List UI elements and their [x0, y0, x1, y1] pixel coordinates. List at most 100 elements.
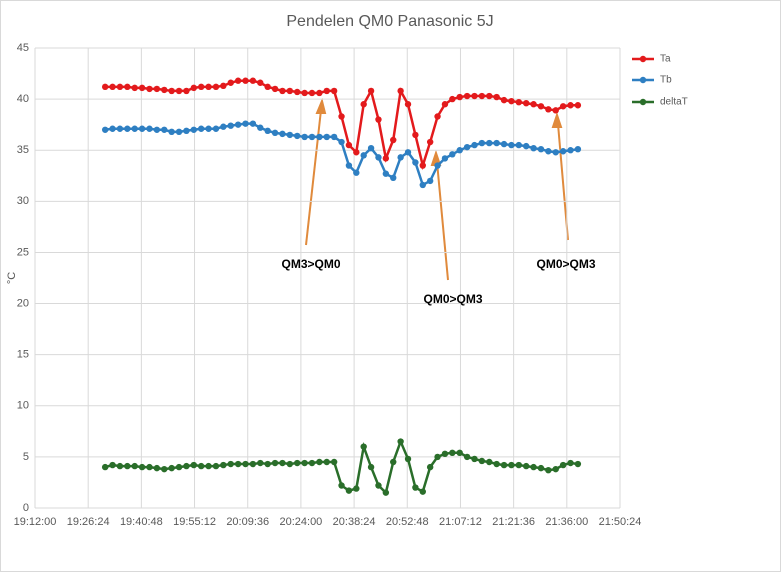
point	[360, 443, 367, 450]
point	[463, 92, 471, 100]
point	[552, 465, 559, 473]
point	[323, 458, 330, 466]
point	[212, 125, 220, 132]
y-tick-label: 35	[17, 144, 29, 156]
point	[316, 458, 323, 466]
point	[190, 461, 198, 469]
point	[264, 127, 271, 134]
y-tick-label: 5	[23, 451, 29, 463]
point	[537, 464, 545, 472]
x-tick-label: 21:07:12	[439, 516, 482, 528]
point	[205, 125, 212, 132]
x-tick-label: 20:24:00	[279, 516, 322, 528]
point	[463, 143, 471, 151]
point	[530, 144, 537, 152]
point	[294, 459, 301, 467]
point	[131, 462, 138, 470]
point	[109, 461, 116, 469]
point	[426, 177, 434, 185]
x-tick-label: 19:55:12	[173, 516, 216, 528]
point	[138, 125, 146, 132]
point	[367, 87, 375, 95]
point	[264, 83, 271, 91]
point	[286, 131, 294, 139]
point	[271, 129, 279, 137]
point	[279, 87, 286, 95]
point	[404, 149, 412, 156]
point	[212, 462, 220, 470]
point	[478, 457, 486, 465]
point	[197, 125, 205, 132]
point	[456, 449, 463, 456]
point	[382, 170, 390, 177]
y-tick-label: 20	[17, 297, 29, 309]
point	[545, 106, 552, 113]
point	[330, 458, 338, 466]
point	[493, 460, 500, 468]
y-tick-label: 30	[17, 195, 29, 207]
point	[471, 455, 478, 463]
point	[153, 464, 161, 472]
point	[434, 162, 441, 169]
y-tick-label: 10	[17, 400, 29, 412]
point	[345, 487, 353, 494]
point	[101, 83, 109, 91]
point	[412, 131, 419, 139]
legend-label: Tb	[660, 75, 672, 86]
point	[449, 449, 456, 456]
point	[242, 460, 249, 468]
point	[537, 103, 545, 110]
point	[530, 101, 537, 108]
point	[390, 174, 397, 182]
point	[441, 155, 449, 162]
point	[456, 93, 463, 101]
point	[493, 93, 500, 101]
y-tick-label: 15	[17, 349, 29, 361]
legend-label: deltaT	[660, 97, 688, 108]
x-tick-label: 20:38:24	[333, 516, 376, 528]
point	[478, 92, 486, 100]
point	[124, 462, 131, 470]
point	[567, 102, 574, 109]
point	[338, 113, 345, 120]
x-tick-label: 19:40:48	[120, 516, 163, 528]
point	[500, 461, 508, 469]
point	[552, 107, 559, 114]
point	[426, 138, 434, 146]
point	[449, 151, 456, 158]
legend-label: Ta	[660, 54, 671, 65]
point	[559, 148, 567, 155]
point	[419, 181, 426, 189]
point	[486, 92, 493, 100]
point	[257, 79, 264, 86]
point	[478, 139, 486, 147]
point	[574, 146, 582, 153]
point	[308, 459, 316, 467]
point	[264, 460, 271, 468]
legend-marker	[639, 76, 647, 84]
point	[545, 148, 552, 155]
point	[138, 84, 146, 92]
point	[101, 126, 109, 133]
point	[109, 125, 116, 132]
point	[441, 101, 449, 108]
point	[486, 139, 493, 147]
point	[375, 116, 382, 123]
point	[316, 133, 323, 141]
point	[101, 463, 109, 471]
point	[183, 87, 190, 95]
point	[153, 126, 161, 133]
point	[508, 461, 515, 469]
point	[183, 462, 190, 470]
point	[419, 162, 426, 169]
point	[493, 139, 500, 147]
point	[249, 77, 257, 84]
point	[116, 462, 124, 470]
point	[286, 460, 294, 468]
point	[382, 155, 390, 162]
point	[301, 133, 308, 141]
point	[153, 85, 161, 93]
point	[168, 87, 175, 95]
point	[390, 136, 397, 144]
